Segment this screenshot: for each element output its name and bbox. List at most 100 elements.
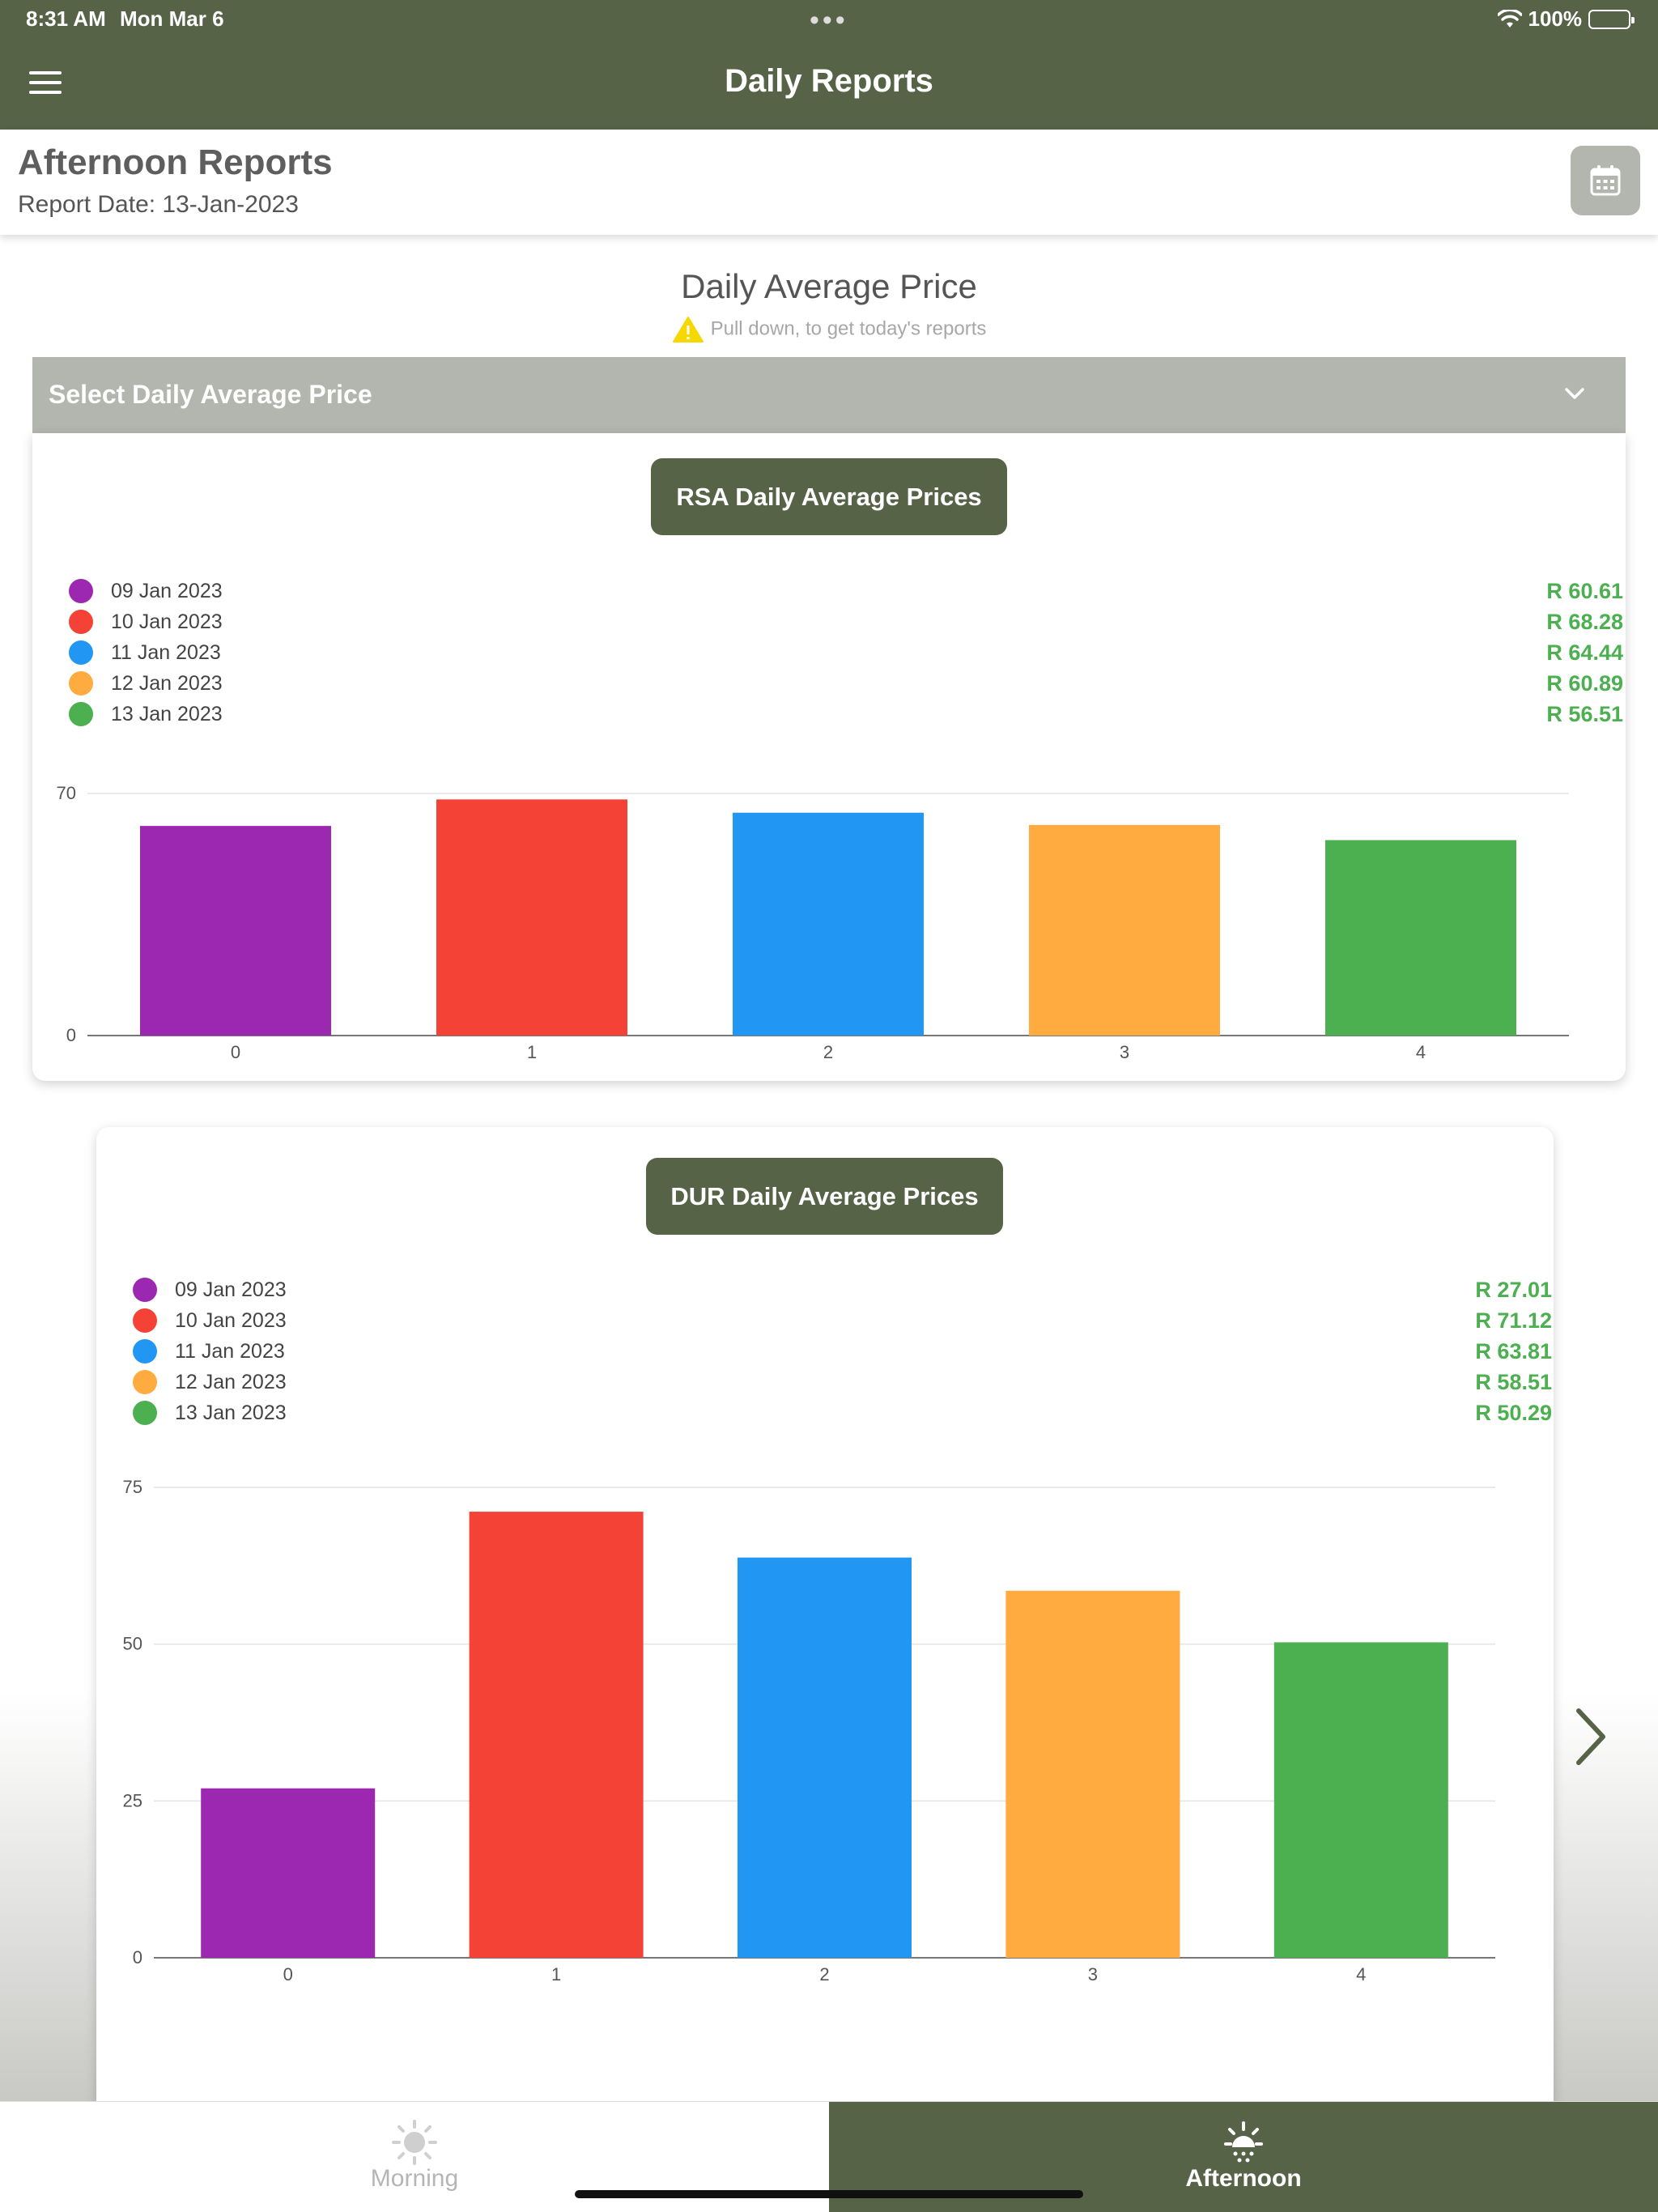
legend-dot [69, 610, 93, 634]
legend-item: 10 Jan 2023 R 68.28 [69, 606, 1623, 637]
chevron-down-icon [1565, 388, 1584, 399]
dur-legend: 09 Jan 2023 R 27.01 10 Jan 2023 R 71.12 11 J… [133, 1274, 1552, 1436]
dur-chart-card: DUR Daily Average Prices 09 Jan 2023 R 27… [96, 1127, 1554, 2123]
legend-item: 12 Jan 2023 R 60.89 [69, 668, 1623, 699]
status-date: Mon Mar 6 [120, 6, 224, 31]
legend-value: R 56.51 [1546, 701, 1623, 726]
bar [1005, 1590, 1180, 1958]
report-header: Afternoon Reports Report Date: 13-Jan-20… [0, 130, 1658, 235]
sun-icon [392, 2120, 437, 2165]
legend-label: 10 Jan 2023 [111, 610, 223, 633]
chevron-right-icon[interactable] [1571, 1704, 1611, 1769]
legend-item: 09 Jan 2023 R 27.01 [133, 1274, 1552, 1305]
hamburger-icon[interactable] [29, 71, 62, 96]
home-indicator [575, 2190, 1083, 2198]
warning-icon [672, 317, 704, 342]
top-bar: 8:31 AM Mon Mar 6 ••• 100% Daily Reports [0, 0, 1658, 130]
x-tick-label: 3 [1088, 1964, 1098, 1984]
dur-chart-button[interactable]: DUR Daily Average Prices [646, 1158, 1003, 1235]
y-tick-label: 25 [123, 1790, 142, 1810]
battery-icon [1588, 9, 1635, 29]
legend-label: 10 Jan 2023 [175, 1308, 287, 1332]
calendar-button[interactable] [1571, 146, 1640, 215]
legend-label: 11 Jan 2023 [111, 640, 221, 664]
x-tick-label: 0 [283, 1964, 293, 1984]
pull-hint-text: Pull down, to get today's reports [710, 317, 987, 340]
wifi-icon [1497, 9, 1522, 28]
legend-item: 11 Jan 2023 R 63.81 [133, 1336, 1552, 1367]
section-title: Afternoon Reports [18, 143, 333, 182]
bar [201, 1788, 376, 1958]
legend-value: R 58.51 [1475, 1369, 1552, 1394]
x-tick-label: 4 [1416, 1042, 1426, 1062]
report-date: Report Date: 13-Jan-2023 [18, 191, 299, 218]
rsa-chart-button[interactable]: RSA Daily Average Prices [651, 458, 1007, 535]
y-tick-label: 0 [133, 1947, 142, 1967]
legend-value: R 60.89 [1546, 670, 1623, 696]
sunset-icon [1224, 2121, 1263, 2163]
legend-label: 12 Jan 2023 [175, 1370, 287, 1393]
bar [738, 1557, 912, 1958]
legend-label: 12 Jan 2023 [111, 671, 223, 695]
legend-dot [133, 1278, 157, 1302]
legend-label: 09 Jan 2023 [111, 579, 223, 602]
legend-value: R 50.29 [1475, 1400, 1552, 1425]
bar [140, 826, 331, 1036]
battery-percent: 100% [1528, 6, 1583, 31]
select-daily-average-price[interactable]: Select Daily Average Price [32, 357, 1626, 433]
legend-item: 10 Jan 2023 R 71.12 [133, 1305, 1552, 1336]
legend-item: 13 Jan 2023 R 56.51 [69, 699, 1623, 730]
legend-dot [133, 1308, 157, 1333]
x-tick-label: 2 [823, 1042, 833, 1062]
x-tick-label: 0 [231, 1042, 240, 1062]
legend-dot [133, 1401, 157, 1425]
legend-item: 12 Jan 2023 R 58.51 [133, 1367, 1552, 1397]
y-tick-label: 70 [57, 783, 76, 803]
legend-label: 09 Jan 2023 [175, 1278, 287, 1301]
calendar-icon [1590, 165, 1621, 196]
x-tick-label: 3 [1120, 1042, 1129, 1062]
tab-afternoon-label: Afternoon [1185, 2165, 1302, 2192]
x-tick-label: 4 [1356, 1964, 1366, 1984]
rsa-bar-chart: 0 70 0 1 2 3 4 [57, 783, 1569, 1062]
y-tick-label: 50 [123, 1634, 142, 1654]
x-tick-label: 2 [819, 1964, 829, 1984]
y-tick-label: 0 [66, 1025, 76, 1045]
legend-dot [69, 702, 93, 726]
x-tick-label: 1 [527, 1042, 537, 1062]
legend-item: 13 Jan 2023 R 50.29 [133, 1397, 1552, 1428]
legend-label: 13 Jan 2023 [111, 702, 223, 725]
multitasking-dots-icon[interactable]: ••• [810, 5, 848, 36]
legend-dot [133, 1339, 157, 1363]
legend-dot [133, 1370, 157, 1394]
legend-dot [69, 579, 93, 603]
select-label: Select Daily Average Price [49, 380, 372, 409]
x-tick-label: 1 [551, 1964, 561, 1984]
tab-morning-label: Morning [370, 2165, 459, 2192]
rsa-legend: 09 Jan 2023 R 60.61 10 Jan 2023 R 68.28 11 J… [69, 576, 1623, 738]
main-title: Daily Average Price [681, 267, 977, 305]
pull-hint: Pull down, to get today's reports [0, 316, 1658, 343]
y-tick-label: 75 [123, 1477, 142, 1497]
bar [1273, 1642, 1448, 1958]
legend-value: R 64.44 [1546, 640, 1623, 665]
bar [733, 812, 924, 1036]
dur-bar-chart: 0 25 50 75 0 1 2 3 4 [123, 1477, 1495, 1984]
bar [469, 1512, 644, 1958]
legend-label: 11 Jan 2023 [175, 1339, 285, 1363]
legend-item: 11 Jan 2023 R 64.44 [69, 637, 1623, 668]
legend-dot [69, 640, 93, 665]
legend-value: R 71.12 [1475, 1308, 1552, 1333]
legend-value: R 63.81 [1475, 1338, 1552, 1363]
legend-value: R 27.01 [1475, 1277, 1552, 1302]
legend-dot [69, 671, 93, 696]
legend-item: 09 Jan 2023 R 60.61 [69, 576, 1623, 606]
nav-title: Daily Reports [725, 63, 933, 99]
legend-value: R 68.28 [1546, 609, 1623, 634]
legend-value: R 60.61 [1546, 578, 1623, 603]
bar [1325, 840, 1516, 1036]
legend-label: 13 Jan 2023 [175, 1401, 287, 1424]
status-time: 8:31 AM [26, 6, 106, 31]
bar [1029, 824, 1220, 1036]
status-right: 100% [1497, 6, 1635, 32]
